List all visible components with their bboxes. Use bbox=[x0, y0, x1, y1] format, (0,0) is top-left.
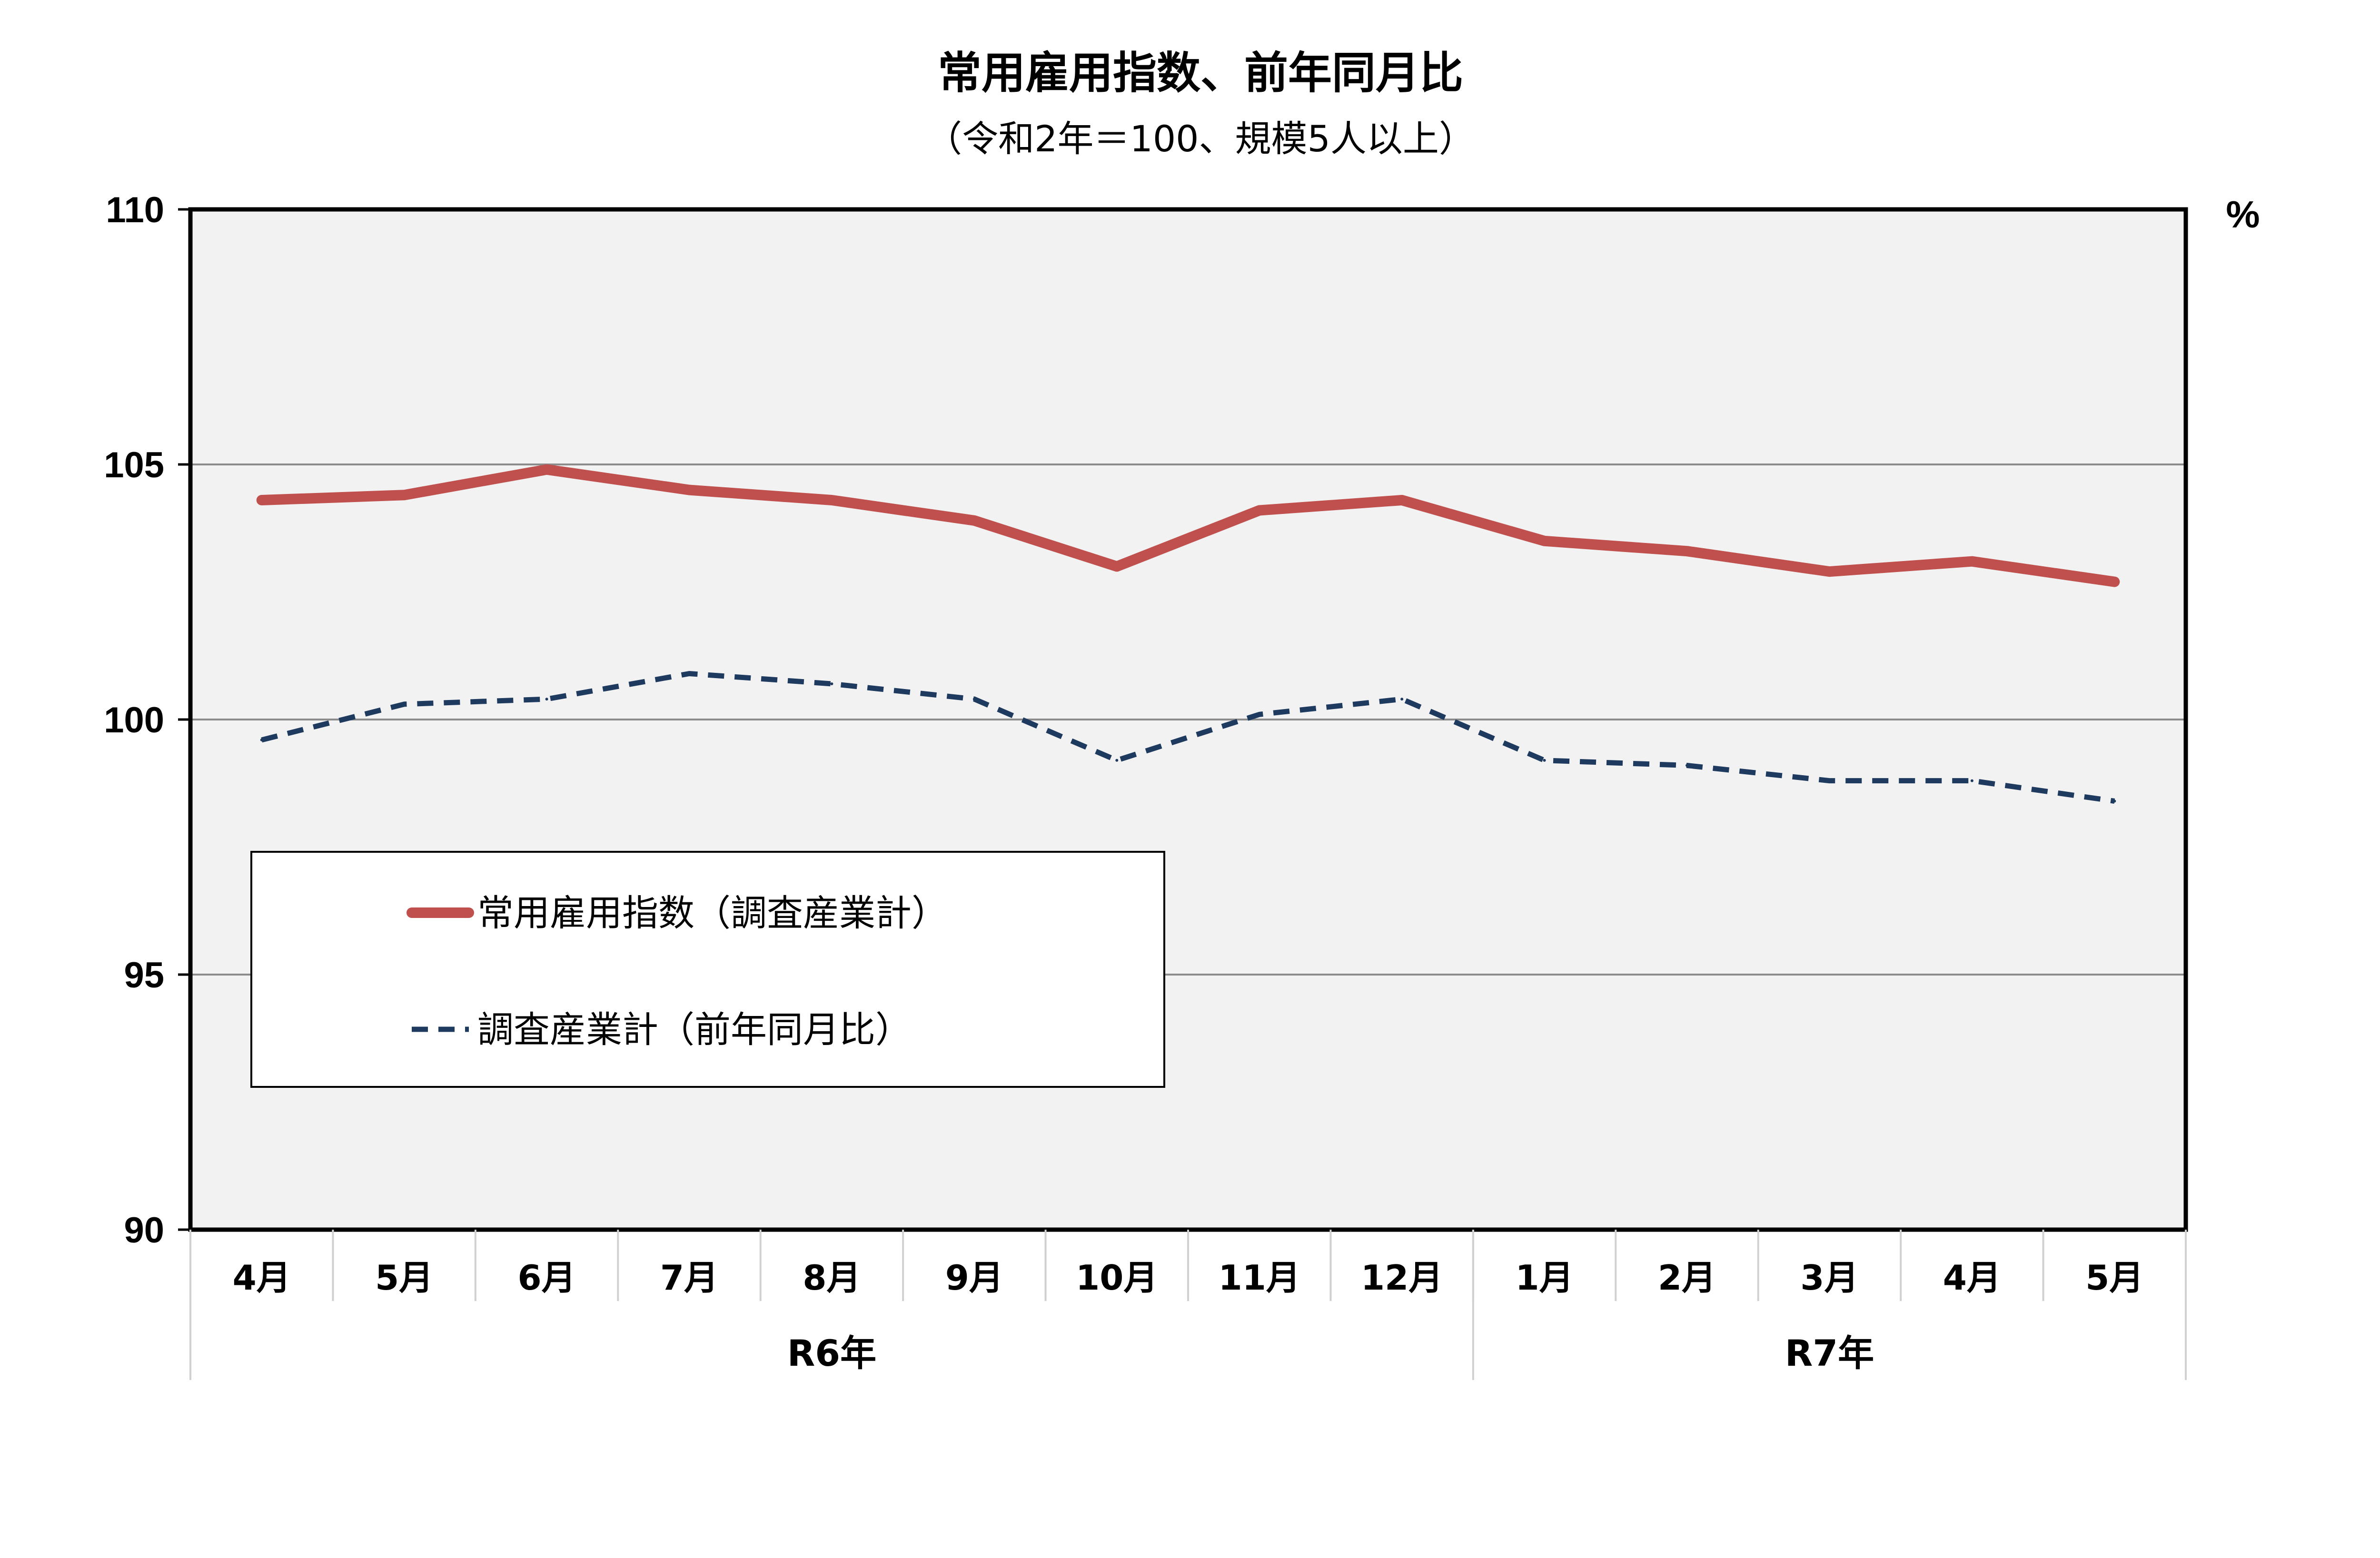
series-line-yoy bbox=[261, 671, 2115, 804]
data-point-yoy bbox=[1828, 779, 1831, 782]
series-layer bbox=[256, 464, 2120, 804]
data-point-index bbox=[1258, 509, 1261, 512]
x-tick-label: 4月 bbox=[233, 1258, 291, 1298]
x-group-label: R7年 bbox=[1785, 1332, 1874, 1374]
data-point-yoy bbox=[1686, 764, 1688, 767]
x-tick-label: 4月 bbox=[1943, 1258, 2001, 1298]
x-tick-label: 3月 bbox=[1800, 1258, 1858, 1298]
x-tick-label: 12月 bbox=[1361, 1258, 1443, 1298]
data-point-yoy bbox=[1543, 759, 1546, 762]
y-unit-label: % bbox=[2226, 193, 2260, 236]
y-tick-label: 100 bbox=[104, 700, 164, 740]
legend-label-yoy: 調査産業計（前年同月比） bbox=[477, 1008, 912, 1051]
y-axis: 110 105 100 95 90 bbox=[104, 190, 190, 1251]
x-tick-label: 1月 bbox=[1516, 1258, 1574, 1298]
data-point-index bbox=[1686, 550, 1688, 553]
data-point-yoy bbox=[260, 738, 263, 741]
data-point-index bbox=[688, 488, 691, 492]
data-point-yoy bbox=[1258, 713, 1261, 716]
data-point-index bbox=[545, 468, 548, 471]
data-point-index bbox=[1543, 539, 1546, 542]
data-point-yoy bbox=[403, 702, 406, 706]
data-point-yoy bbox=[1970, 779, 1973, 782]
legend-label-index: 常用雇用指数（調査産業計） bbox=[477, 892, 948, 934]
data-point-yoy bbox=[688, 672, 691, 675]
x-tick-label: 8月 bbox=[803, 1258, 861, 1298]
data-point-index bbox=[260, 499, 263, 502]
data-point-yoy bbox=[1400, 698, 1404, 701]
data-point-index bbox=[1828, 570, 1831, 573]
data-point-index bbox=[972, 519, 976, 522]
y-tick-label: 105 bbox=[104, 445, 164, 485]
x-tick-label: 7月 bbox=[660, 1258, 718, 1298]
data-point-yoy bbox=[972, 698, 976, 701]
x-tick-label: 5月 bbox=[2085, 1258, 2143, 1298]
legend-box bbox=[250, 851, 1165, 1088]
data-point-index bbox=[2113, 580, 2116, 583]
x-tick-label: 10月 bbox=[1076, 1258, 1158, 1298]
x-tick-label: 9月 bbox=[945, 1258, 1003, 1298]
data-point-yoy bbox=[830, 682, 833, 685]
series-line-index bbox=[256, 464, 2120, 587]
data-point-index bbox=[1400, 499, 1404, 502]
chart-subtitle: （令和2年＝100、規模5人以上） bbox=[926, 118, 1475, 160]
x-tick-label: 2月 bbox=[1658, 1258, 1716, 1298]
data-point-yoy bbox=[545, 698, 548, 701]
x-tick-label: 6月 bbox=[518, 1258, 576, 1298]
y-tick-label: 90 bbox=[124, 1210, 164, 1251]
y-tick-label: 95 bbox=[124, 955, 164, 996]
x-tick-label: 5月 bbox=[375, 1258, 433, 1298]
legend: 常用雇用指数（調査産業計） 調査産業計（前年同月比） bbox=[250, 851, 1165, 1088]
y-tick-label: 110 bbox=[106, 190, 164, 230]
data-point-yoy bbox=[1115, 759, 1119, 762]
data-point-yoy bbox=[2113, 799, 2116, 803]
data-point-index bbox=[403, 493, 406, 497]
x-axis: 4月 5月 6月 7月 8月 9月 10月 11月 12月 1月 2月 3月 4月 5月 R6年 R7年 bbox=[189, 1230, 2187, 1380]
data-point-index bbox=[830, 499, 833, 502]
chart-title: 常用雇用指数、前年同月比 bbox=[938, 48, 1463, 99]
x-tick-label: 11月 bbox=[1219, 1258, 1300, 1298]
data-point-index bbox=[1970, 560, 1973, 563]
x-group-label: R6年 bbox=[787, 1332, 876, 1374]
data-point-index bbox=[1115, 565, 1119, 568]
